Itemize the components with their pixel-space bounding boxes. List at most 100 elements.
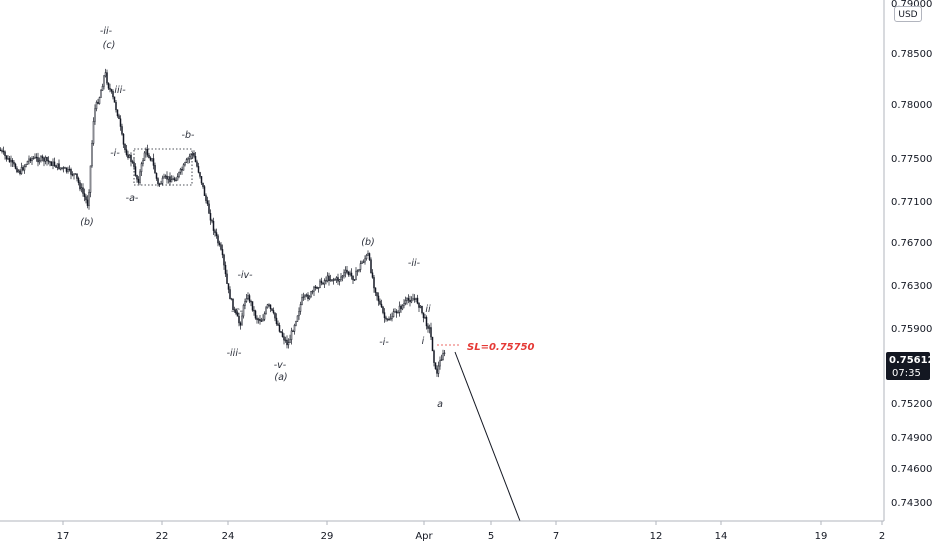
candle-body	[302, 296, 305, 298]
candle-body	[149, 157, 152, 161]
x-tick-label: 17	[57, 531, 70, 542]
candle-body	[140, 163, 143, 173]
candle-body	[38, 160, 41, 163]
candle-body	[359, 263, 362, 270]
candle-body	[350, 272, 353, 277]
candle-body	[314, 286, 317, 289]
candle-body	[293, 324, 296, 332]
y-tick-label: 0.75900	[891, 324, 932, 335]
wave-label: (b)	[361, 237, 374, 248]
candle-body	[329, 279, 332, 282]
candle-body	[125, 149, 128, 155]
candle-body	[283, 336, 285, 341]
candle-body	[70, 169, 72, 175]
candle-body	[26, 160, 29, 165]
candle-body	[395, 311, 398, 314]
y-tick-label: 0.78500	[891, 49, 932, 60]
candle-body	[4, 151, 6, 156]
candle-body	[49, 161, 51, 163]
candle-body	[184, 162, 186, 166]
candle-body	[0, 149, 2, 152]
candle-body	[250, 300, 252, 303]
candle-body	[73, 173, 75, 176]
candle-body	[379, 300, 381, 305]
current-price-tag: 0.75612 07:35	[886, 352, 932, 380]
y-tick-label: 0.75200	[891, 399, 932, 410]
candle-body	[436, 368, 438, 374]
candle-body	[209, 213, 212, 221]
candle-body	[382, 306, 384, 313]
candle-body	[229, 289, 231, 300]
wave-label: (a)	[274, 372, 287, 383]
x-tick-label: 22	[156, 531, 169, 542]
candle-body	[92, 121, 95, 144]
candle-body	[320, 280, 323, 284]
candle-body	[80, 187, 83, 190]
x-tick-label: 24	[222, 531, 235, 542]
candle-body	[161, 177, 164, 184]
candle-body	[107, 82, 110, 89]
candle-body	[331, 279, 333, 281]
wave-label: (c)	[103, 40, 116, 51]
candle-body	[104, 72, 107, 77]
candle-body	[68, 168, 71, 171]
candle-body	[292, 330, 294, 332]
candle-body	[17, 170, 20, 173]
candle-body	[415, 297, 417, 300]
candle-body	[274, 312, 276, 319]
candle-body	[349, 272, 351, 275]
y-tick-label: 0.79000	[891, 0, 932, 10]
candle-body	[244, 301, 246, 306]
candle-body	[62, 167, 65, 169]
candle-body	[442, 353, 444, 360]
candle-body	[437, 365, 440, 374]
candle-body	[221, 249, 224, 256]
candle-body	[386, 318, 389, 321]
candle-body	[134, 166, 137, 176]
candle-body	[298, 311, 300, 317]
currency-unit-button[interactable]: USD	[894, 6, 922, 22]
candle-body	[224, 264, 227, 275]
candle-body	[28, 158, 30, 162]
candle-body	[419, 305, 422, 308]
candle-body	[98, 97, 101, 104]
wave-label: iii-	[114, 85, 126, 96]
candle-body	[286, 339, 288, 346]
projection-line	[454, 351, 521, 522]
candle-body	[278, 325, 281, 332]
candle-body	[232, 298, 234, 310]
candle-body	[74, 173, 77, 175]
candle-body	[443, 352, 446, 354]
candle-body	[176, 176, 179, 181]
candle-body	[185, 159, 188, 163]
candle-body	[142, 160, 144, 164]
annotations: SL=0.75750	[133, 148, 535, 522]
candle-body	[362, 261, 365, 263]
y-tick-label: 0.77500	[891, 154, 932, 165]
candle-body	[43, 157, 45, 162]
candle-body	[35, 156, 38, 159]
candle-body	[344, 269, 347, 274]
candle-body	[253, 309, 255, 312]
wave-b-box	[133, 148, 193, 186]
candle-body	[280, 331, 282, 333]
candle-body	[328, 275, 330, 281]
candle-body	[203, 186, 206, 196]
wave-label: -ii-	[100, 26, 113, 37]
candle-body	[233, 309, 236, 311]
candle-body	[47, 160, 50, 162]
candle-body	[260, 320, 263, 322]
candle-body	[368, 253, 371, 260]
candle-body	[154, 165, 156, 174]
candle-body	[421, 305, 423, 313]
candle-body	[56, 163, 59, 168]
candle-body	[215, 232, 218, 237]
candle-body	[406, 298, 408, 301]
candle-body	[76, 173, 78, 179]
candle-body	[422, 312, 425, 319]
candle-body	[101, 86, 104, 91]
candle-body	[416, 297, 419, 304]
candle-body	[137, 178, 140, 183]
y-axis: 0.79000 0.78500 0.78000 0.77500 0.77100 0.767…	[891, 0, 932, 509]
